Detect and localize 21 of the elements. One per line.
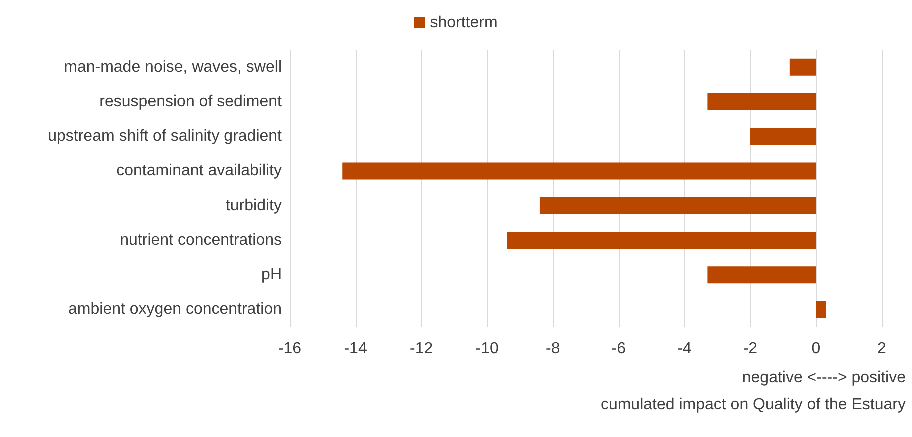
- x-tick-label: -12: [410, 340, 434, 358]
- y-tick-label: resuspension of sediment: [100, 93, 283, 110]
- x-tick-label: 2: [878, 340, 887, 358]
- text: negative <----> positive: [742, 370, 906, 386]
- y-tick-label: contaminant availability: [116, 162, 282, 180]
- x-tick-label: -8: [546, 340, 560, 358]
- x-tick-label: -6: [612, 340, 626, 358]
- x-tick-label: -16: [278, 340, 302, 358]
- x-tick-label: -10: [476, 340, 499, 358]
- x-tick-label: -2: [743, 340, 758, 358]
- y-tick-label: turbidity: [226, 197, 282, 214]
- x-tick-label: 0: [812, 340, 821, 358]
- y-tick-label: ambient oxygen concentration: [68, 301, 282, 318]
- y-tick-label: man-made noise, waves, swell: [64, 58, 282, 76]
- legend-label: shortterm: [430, 14, 498, 32]
- y-tick-label: pH: [262, 266, 282, 284]
- y-tick-label: upstream shift of salinity gradient: [48, 128, 283, 146]
- x-tick-label: -14: [344, 340, 368, 358]
- y-tick-label: nutrient concentrations: [120, 232, 282, 249]
- x-tick-label: -4: [678, 340, 692, 358]
- x-axis-title: cumulated impact on Quality of the Estuary: [600, 396, 906, 414]
